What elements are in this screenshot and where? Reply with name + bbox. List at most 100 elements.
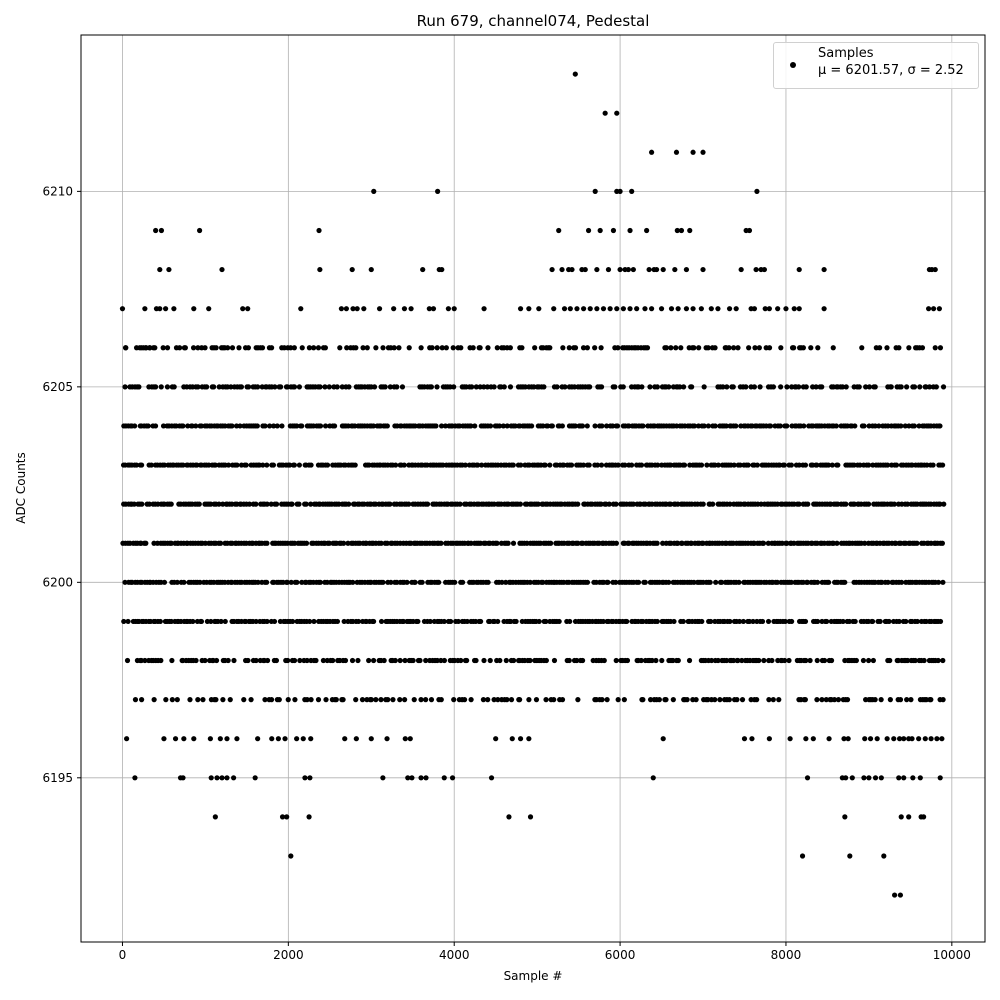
data-point (654, 618, 660, 625)
data-point (477, 345, 483, 351)
data-point (551, 657, 558, 664)
data-point (163, 697, 169, 703)
data-point (914, 540, 920, 546)
data-point (663, 697, 669, 703)
data-point (308, 501, 314, 507)
data-point (580, 462, 587, 468)
data-point (726, 697, 732, 703)
data-point (297, 657, 303, 664)
data-point (660, 736, 666, 742)
data-point (746, 618, 753, 625)
data-point (287, 462, 293, 468)
data-point (579, 423, 586, 429)
data-point (766, 345, 773, 351)
data-point (614, 423, 621, 429)
x-tick-label: 4000 (439, 948, 470, 962)
data-point (897, 892, 904, 898)
data-point (689, 384, 695, 390)
data-point (517, 697, 523, 703)
data-point (190, 345, 197, 351)
data-point (480, 697, 487, 703)
data-point (517, 736, 524, 742)
data-point (594, 462, 601, 468)
data-point (339, 384, 345, 390)
data-point (653, 657, 659, 664)
data-point (804, 775, 811, 781)
data-point (666, 579, 672, 585)
data-point (245, 345, 252, 351)
data-point (839, 384, 846, 390)
data-point (600, 306, 607, 312)
data-point (198, 618, 205, 625)
data-point (796, 501, 802, 507)
data-point (243, 462, 249, 468)
data-point (504, 423, 510, 429)
data-point (139, 501, 145, 507)
data-point (598, 501, 604, 507)
data-point (939, 540, 945, 546)
data-point (843, 384, 849, 390)
data-point (796, 266, 802, 273)
data-point (917, 384, 923, 390)
data-point (245, 657, 251, 664)
data-point (735, 345, 741, 351)
data-point (656, 697, 662, 703)
data-point (904, 384, 910, 390)
data-point (646, 266, 652, 273)
data-point (461, 697, 468, 703)
data-point (574, 306, 580, 312)
data-point (136, 384, 142, 390)
data-point (678, 227, 685, 234)
data-point (857, 462, 863, 468)
data-point (157, 306, 163, 312)
data-point (187, 697, 193, 703)
data-point (751, 306, 758, 312)
data-point (269, 736, 275, 742)
data-point (302, 775, 308, 781)
data-point (586, 462, 592, 468)
data-point (701, 423, 707, 429)
data-point (733, 306, 739, 312)
data-point (603, 423, 610, 429)
data-point (639, 384, 645, 390)
data-point (411, 697, 417, 703)
data-point (554, 384, 560, 390)
data-point (886, 618, 892, 625)
data-point (658, 306, 665, 312)
data-point (248, 697, 254, 703)
data-point (903, 618, 909, 625)
data-point (731, 345, 737, 351)
data-point (831, 697, 838, 703)
data-point (252, 775, 258, 781)
data-point (733, 423, 739, 429)
data-point (208, 775, 214, 781)
data-point (617, 266, 623, 273)
data-point (343, 306, 349, 312)
data-point (761, 657, 767, 664)
data-point (494, 345, 500, 351)
data-point (594, 306, 600, 312)
data-point (382, 384, 388, 390)
data-point (294, 736, 300, 742)
data-point (572, 345, 579, 351)
data-point (759, 618, 766, 625)
data-point (289, 618, 296, 625)
data-point (402, 657, 408, 664)
data-point (893, 462, 900, 468)
data-point (691, 345, 697, 351)
data-point (311, 345, 317, 351)
data-point (878, 775, 884, 781)
data-point (341, 618, 347, 625)
data-point (527, 579, 533, 585)
ticks-layer: 0 2000 4000 6000 8000 10000 6195 6200 6205 6210 (42, 184, 970, 962)
data-point (739, 657, 745, 664)
data-point (217, 736, 223, 742)
data-point (834, 540, 840, 546)
data-point (349, 657, 356, 664)
x-tick-label: 6000 (605, 948, 636, 962)
data-point (455, 618, 461, 625)
data-point (255, 736, 261, 742)
data-point (264, 540, 270, 546)
data-point (867, 736, 874, 742)
data-point (904, 697, 910, 703)
